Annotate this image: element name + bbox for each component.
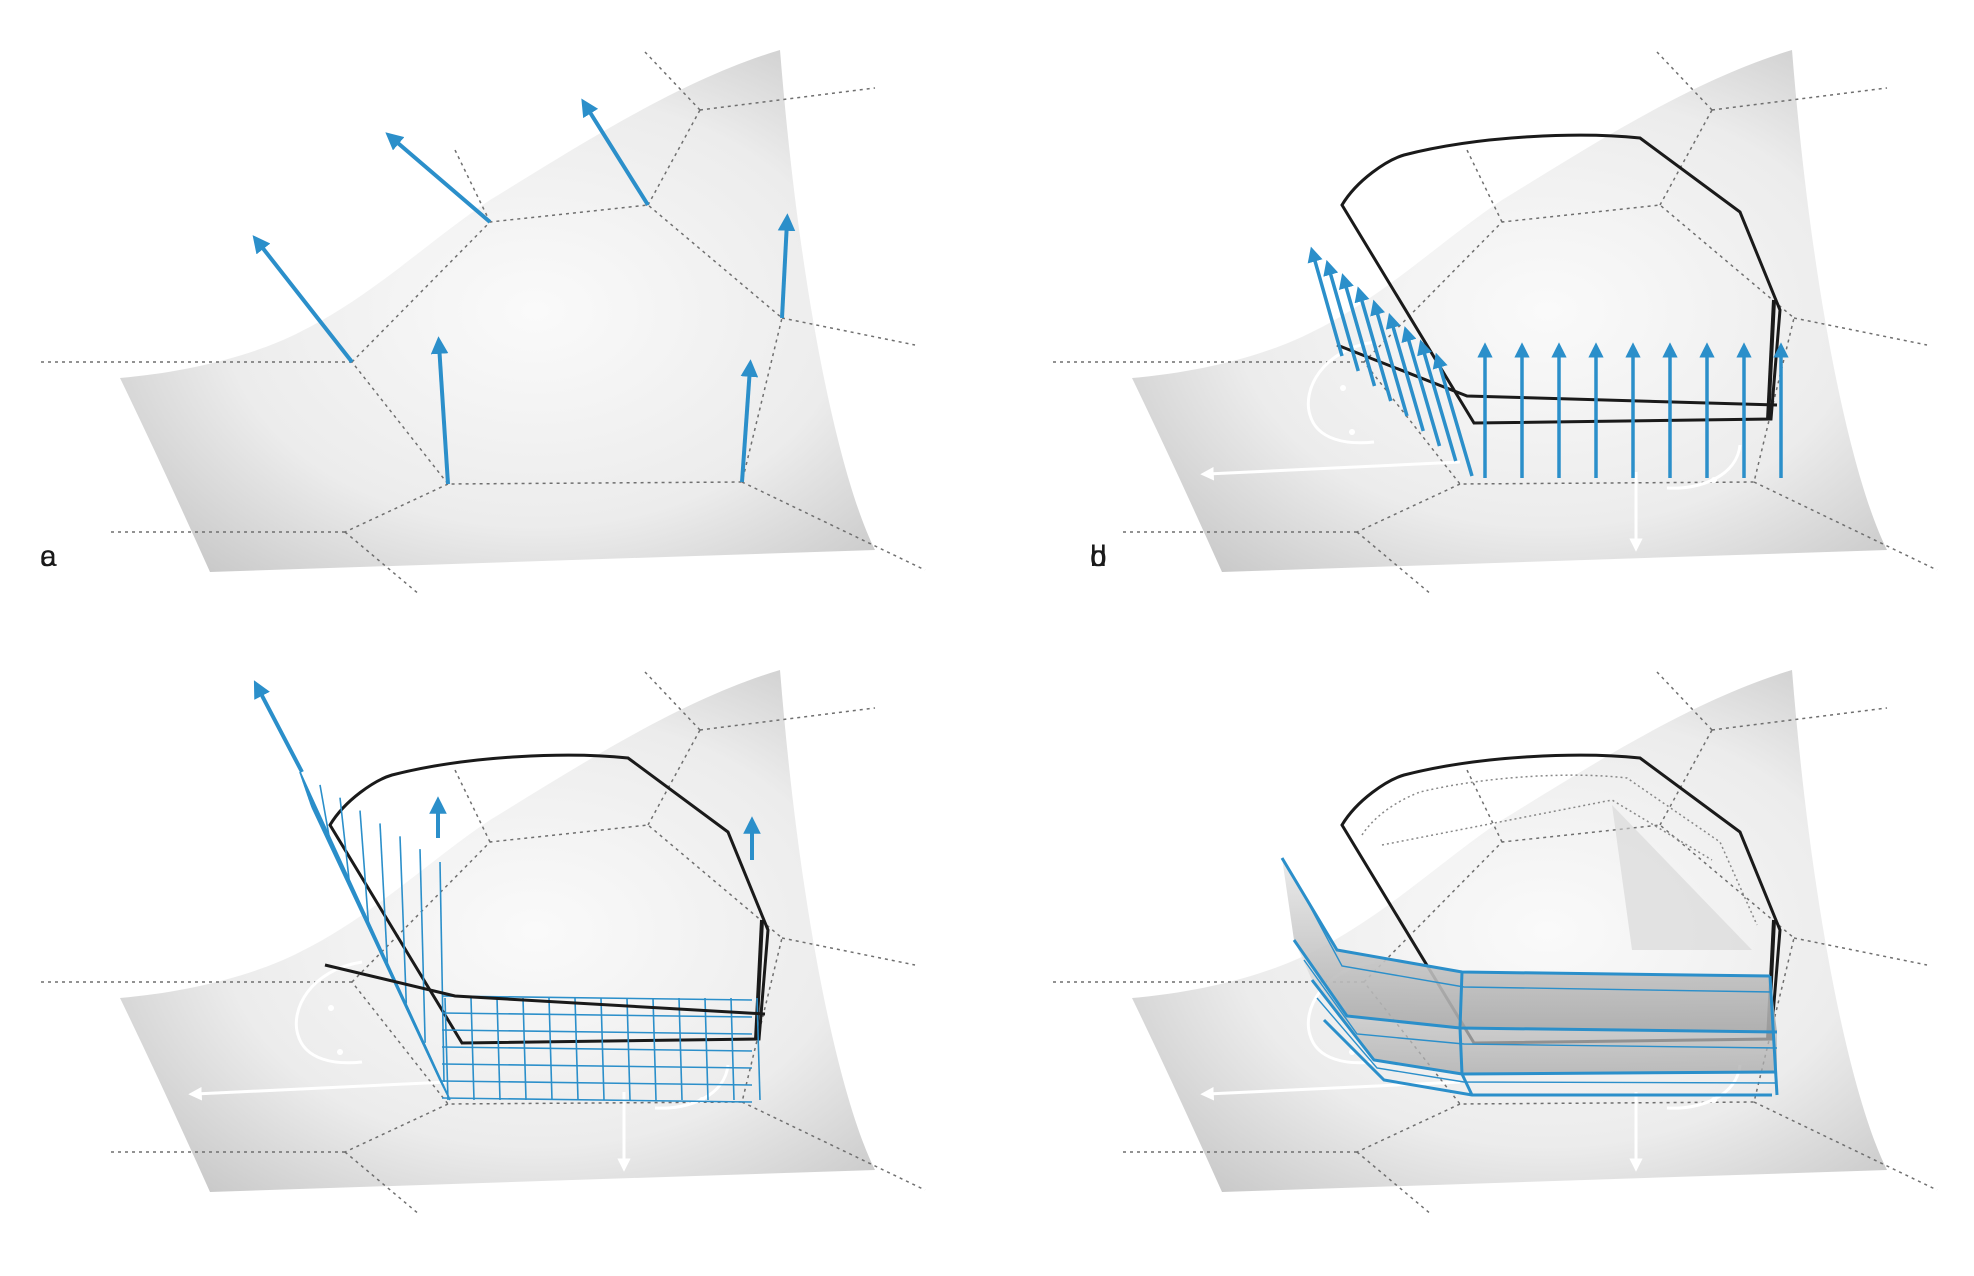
arrow-icon <box>1307 246 1344 357</box>
mesh-line <box>299 771 313 808</box>
mesh-line <box>444 997 449 1101</box>
mesh-line <box>441 1046 753 1052</box>
arrow-icon <box>430 336 450 485</box>
mesh-line <box>441 1012 753 1018</box>
panel-d: d <box>1049 540 1938 1216</box>
offset-edge-c <box>324 963 766 1016</box>
mesh-line <box>441 1097 753 1103</box>
mesh-line <box>339 797 351 886</box>
panel-a: a <box>37 49 926 596</box>
arrow-icon <box>1370 299 1409 417</box>
mesh-line <box>522 997 527 1101</box>
mesh-line <box>730 997 735 1101</box>
mesh-line <box>441 995 753 1001</box>
panel-label-a: a <box>40 540 57 573</box>
mesh-line <box>496 997 501 1101</box>
mesh-line <box>311 806 441 1081</box>
stacked-layers <box>1280 857 1779 1097</box>
mesh-line <box>441 1029 753 1035</box>
arrow-icon <box>1385 312 1425 432</box>
mesh-line <box>441 1063 753 1069</box>
mesh-line <box>399 836 408 1004</box>
arrow-icon <box>252 235 354 364</box>
panel-c: c <box>37 540 926 1216</box>
mesh-line <box>419 849 426 1043</box>
arrow-icon <box>1401 326 1442 447</box>
mesh-line <box>379 823 389 965</box>
mesh-line <box>359 810 370 925</box>
panel-label-b: b <box>1090 540 1107 573</box>
surface-sheet-c <box>37 669 926 1216</box>
surface-sheet-a <box>37 49 926 596</box>
panel-b: b <box>1049 49 1938 596</box>
arrow-icon <box>777 213 796 319</box>
arrow-icon <box>253 680 304 773</box>
arrow-icon <box>1323 259 1360 372</box>
quad-mesh <box>299 771 761 1103</box>
mesh-line <box>439 861 445 1083</box>
surface-normal-vectors <box>252 98 796 485</box>
arrow-icon <box>1338 273 1377 387</box>
panel-label-c: c <box>40 540 55 573</box>
mesh-line <box>319 784 332 847</box>
mesh-line <box>704 997 709 1101</box>
mesh-line <box>678 997 683 1101</box>
arrow-icon <box>740 359 759 483</box>
arrow-icon <box>1432 352 1474 477</box>
normal-vector-fan <box>1307 246 1789 478</box>
mesh-edge-arrows <box>253 680 761 860</box>
arrow-icon <box>581 98 650 207</box>
arrow-icon <box>1354 286 1393 402</box>
surface-sheet-b <box>1049 49 1938 596</box>
mesh-line <box>470 997 475 1101</box>
inner-offset-outline <box>1361 774 1758 926</box>
arrow-icon <box>1417 339 1458 462</box>
inner-shade <box>1612 805 1752 950</box>
arrow-icon <box>385 132 492 224</box>
surface-sheet-d <box>1049 669 1938 1216</box>
panel-label-d: d <box>1090 540 1107 573</box>
mesh-line <box>441 1080 753 1086</box>
